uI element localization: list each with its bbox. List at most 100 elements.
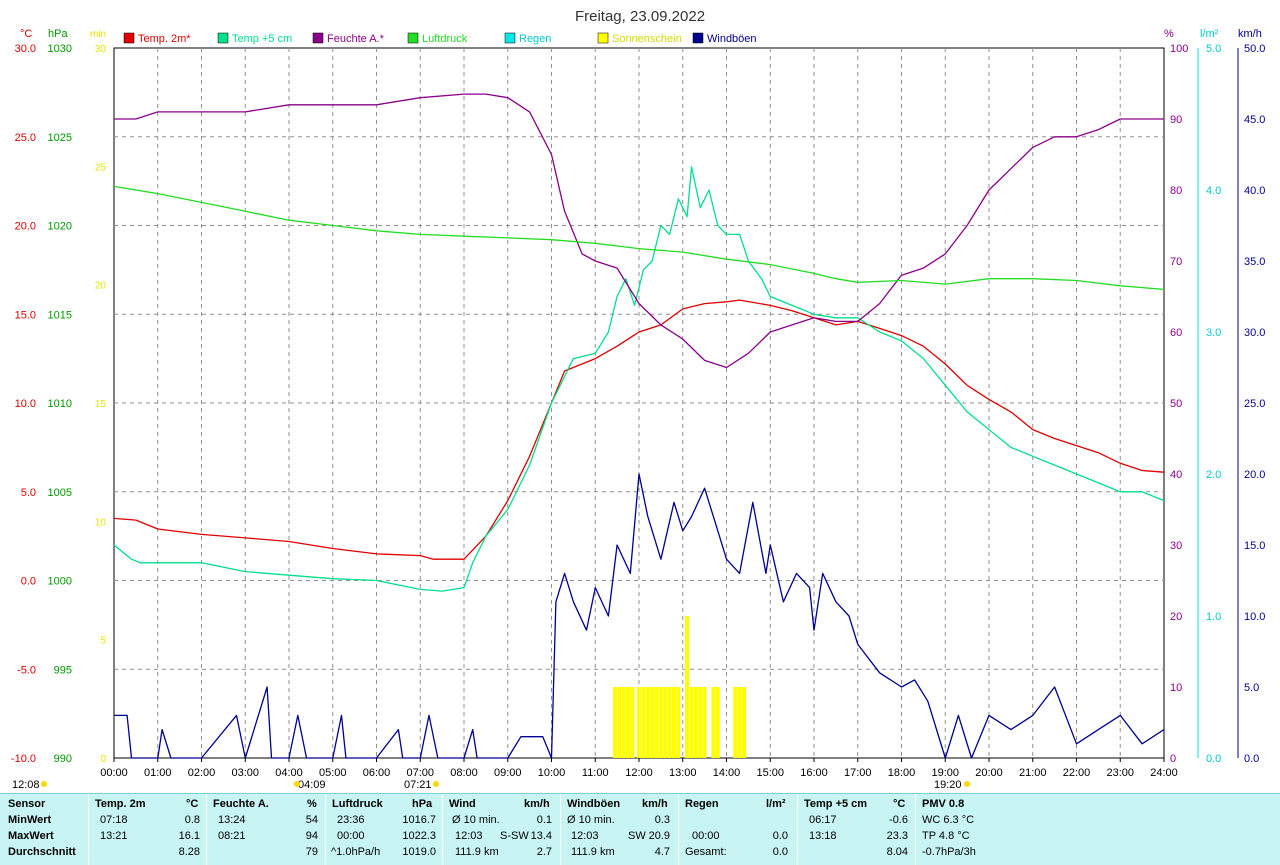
x-tick-label: 05:00: [319, 767, 347, 779]
stats-min-pmv: WC 6.3 °C: [922, 814, 975, 826]
sunshine-bar: [715, 687, 720, 758]
sunshine-bar: [667, 687, 672, 758]
stats-max-temp5cm-time: 13:18: [809, 830, 837, 842]
legend-label: Temp +5 cm: [232, 33, 292, 45]
time-marker-label: 07:21: [404, 779, 432, 791]
sunshine-bar: [702, 687, 707, 758]
y-tick-label-wind: 25.0: [1244, 398, 1265, 410]
x-tick-label: 11:00: [582, 767, 609, 779]
stats-header-pressure-unit: hPa: [412, 798, 433, 810]
stats-avg-pressure-trend: ^1.0hPa/h: [331, 846, 381, 858]
y-tick-label-temp: 0.0: [21, 576, 36, 588]
y-tick-label-sun: 30: [95, 44, 107, 55]
time-marker-dot: [294, 781, 300, 787]
legend-label: Feuchte A.*: [327, 33, 385, 45]
x-tick-label: 17:00: [844, 767, 872, 779]
stats-header-humidity: Feuchte A.: [213, 798, 269, 810]
stats-avg-gust-distance: 111.9 km: [571, 846, 615, 858]
stats-header-rain-unit: l/m²: [766, 798, 786, 810]
stats-header-temp-unit: °C: [186, 798, 199, 810]
stats-avg-humidity-value: 79: [305, 846, 318, 858]
y-tick-label-rain: 0.0: [1206, 753, 1221, 765]
legend-swatch: [217, 32, 229, 44]
y-tick-label-rain: 1.0: [1206, 611, 1221, 623]
stats-min-wind-value: 0.1: [536, 814, 552, 826]
series-line-windb-en: [114, 473, 1165, 759]
y-tick-label-wind: 0.0: [1244, 753, 1259, 765]
sunshine-bar: [650, 687, 655, 758]
y-tick-label-wind: 20.0: [1244, 469, 1265, 481]
x-tick-label: 10:00: [538, 767, 566, 779]
y-tick-label-sun: 0: [100, 754, 106, 765]
stats-header-humidity-unit: %: [307, 798, 317, 810]
y-tick-label-humidity: 10: [1170, 682, 1182, 694]
series-line-feuchte-a: [114, 93, 1164, 369]
sunshine-bar: [737, 687, 742, 758]
y-tick-label-rain: 4.0: [1206, 185, 1221, 197]
series-line-luftdruck: [113, 185, 1165, 291]
y-tick-label-humidity: 0: [1170, 753, 1176, 765]
y-tick-label-rain: 3.0: [1206, 327, 1221, 339]
y-tick-label-wind: 45.0: [1244, 114, 1265, 126]
x-tick-label: 04:00: [275, 767, 303, 779]
stats-header-gust: Windböen: [567, 798, 621, 810]
stats-min-temp5cm-time: 06:17: [809, 814, 837, 826]
y-tick-label-temp: -5.0: [17, 664, 36, 676]
sunshine-bar: [626, 687, 631, 758]
stats-min-temp5cm-value: -0.6: [889, 814, 908, 826]
y-tick-label-pressure: 990: [54, 753, 72, 765]
y-tick-label-humidity: 20: [1170, 611, 1182, 623]
legend-swatch: [692, 32, 704, 44]
y-tick-label-temp: 30.0: [15, 43, 36, 55]
time-marker-dot: [433, 781, 439, 787]
axis-unit-humidity: %: [1164, 28, 1174, 40]
legend-label: Regen: [519, 33, 551, 45]
y-tick-label-pressure: 1025: [48, 132, 72, 144]
time-marker-dot: [964, 781, 970, 787]
y-tick-label-temp: 10.0: [15, 398, 36, 410]
weather-chart: 00:00 01:00 02:00 03:00 04:00 05:00 06:00 07:00…: [11, 8, 1266, 791]
stats-min-label: MinWert: [8, 814, 52, 826]
sunshine-bar: [630, 687, 635, 758]
stats-avg-gust-value: 4.7: [654, 846, 670, 858]
sunshine-bar: [612, 687, 617, 758]
x-tick-label: 07:00: [406, 767, 434, 779]
legend-label: Sonnenschein: [612, 33, 682, 45]
x-tick-label: 13:00: [669, 767, 697, 779]
stats-header-gust-unit: km/h: [642, 798, 668, 810]
x-tick-label: 00:00: [100, 767, 128, 779]
stats-max-label: MaxWert: [8, 830, 54, 842]
stats-header-pmv: PMV 0.8: [922, 798, 965, 810]
stats-header-temp5cm: Temp +5 cm: [804, 798, 868, 810]
stats-header-pressure: Luftdruck: [332, 798, 383, 810]
sunshine-bar: [689, 687, 694, 758]
sunshine-bar: [672, 687, 676, 758]
sunshine-bar: [663, 687, 668, 758]
x-tick-label: 01:00: [144, 767, 172, 779]
y-tick-label-wind: 15.0: [1244, 540, 1265, 552]
stats-max-rain-value: 0.0: [772, 830, 788, 842]
stats-min-humidity-time: 13:24: [218, 814, 246, 826]
y-tick-label-sun: 20: [95, 281, 107, 292]
legend-swatch: [597, 32, 609, 44]
y-tick-label-humidity: 80: [1170, 185, 1182, 197]
chart-title: Freitag, 23.09.2022: [575, 8, 705, 25]
stats-header-rain: Regen: [685, 798, 719, 810]
stats-header-temp5cm-unit: °C: [893, 798, 906, 810]
stats-avg-pressure-value: 1019.0: [402, 846, 436, 858]
x-tick-label: 24:00: [1150, 767, 1178, 779]
series-line-temp-5-cm: [113, 166, 1165, 592]
y-tick-label-sun: 25: [95, 162, 107, 173]
x-tick-label: 21:00: [1019, 767, 1047, 779]
x-tick-label: 03:00: [231, 767, 259, 779]
x-tick-label: 19:00: [931, 767, 959, 779]
x-tick-label: 15:00: [756, 767, 784, 779]
stats-header-temp: Temp. 2m: [95, 798, 146, 810]
stats-header-sensor: Sensor: [8, 798, 46, 810]
stats-avg-temp5cm-value: 8.04: [886, 846, 908, 858]
x-tick-label: 12:00: [625, 767, 653, 779]
y-tick-label-sun: 15: [95, 399, 107, 410]
y-tick-label-temp: 5.0: [21, 487, 36, 499]
x-tick-label: 22:00: [1063, 767, 1091, 779]
time-marker-dot: [41, 781, 47, 787]
